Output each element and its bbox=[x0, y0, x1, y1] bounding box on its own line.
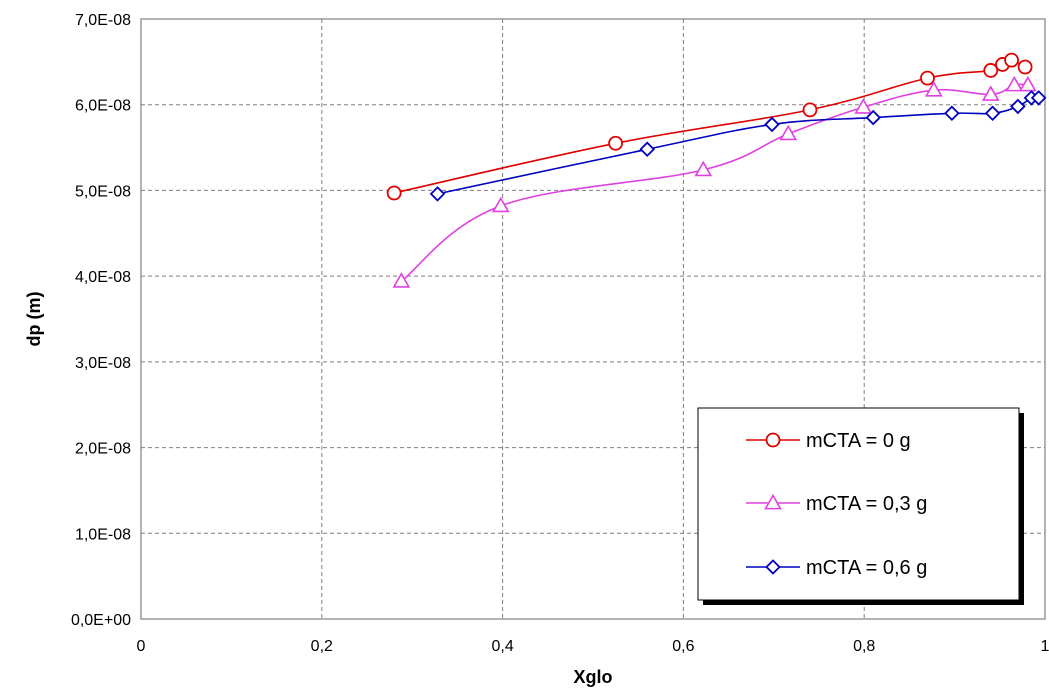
x-axis-tick-labels: 0 0,2 0,4 0,6 0,8 1 bbox=[137, 638, 1049, 655]
legend-item: mCTA = 0,3 g bbox=[746, 493, 927, 515]
data-point bbox=[779, 124, 798, 141]
data-point bbox=[854, 98, 873, 114]
data-point bbox=[608, 135, 623, 151]
data-point bbox=[1018, 75, 1037, 92]
data-point bbox=[429, 186, 446, 202]
data-point bbox=[386, 185, 402, 201]
y-tick-label: 5,0E-08 bbox=[75, 183, 131, 200]
y-tick-label: 3,0E-08 bbox=[75, 355, 131, 372]
y-tick-label: 7,0E-08 bbox=[75, 12, 131, 29]
y-tick-label: 6,0E-08 bbox=[75, 98, 131, 115]
y-axis-title: dp (m) bbox=[24, 292, 44, 347]
series-3 bbox=[429, 90, 1047, 202]
grid-lines bbox=[141, 19, 1045, 619]
y-tick-label: 1,0E-08 bbox=[75, 526, 131, 543]
series-2 bbox=[392, 75, 1037, 288]
y-tick-label: 4,0E-08 bbox=[75, 269, 131, 286]
x-tick-label: 1 bbox=[1041, 638, 1049, 655]
x-axis-title: Xglo bbox=[574, 667, 613, 687]
legend-marker bbox=[764, 493, 782, 510]
series-line bbox=[400, 83, 1028, 282]
y-tick-label: 0,0E+00 bbox=[71, 612, 131, 629]
data-point bbox=[984, 105, 1001, 122]
data-point bbox=[764, 116, 780, 133]
data-point bbox=[1010, 98, 1026, 115]
data-point bbox=[944, 105, 960, 122]
data-point bbox=[981, 85, 1000, 101]
data-point bbox=[1017, 59, 1033, 75]
data-point bbox=[1004, 52, 1019, 68]
legend-marker bbox=[765, 559, 781, 575]
data-point bbox=[1030, 90, 1047, 106]
data-point bbox=[802, 102, 818, 118]
x-tick-label: 0 bbox=[137, 638, 146, 655]
data-point bbox=[924, 81, 943, 97]
x-tick-label: 0,6 bbox=[672, 638, 694, 655]
data-point bbox=[983, 63, 999, 78]
legend-marker bbox=[765, 432, 781, 448]
plot-area-frame bbox=[140, 18, 1046, 620]
data-point bbox=[392, 272, 411, 288]
y-tick-label: 2,0E-08 bbox=[75, 441, 131, 458]
legend: mCTA = 0 g mCTA = 0,3 g mCTA = 0,6 g bbox=[697, 407, 1024, 605]
legend-item: mCTA = 0 g bbox=[746, 430, 911, 452]
legend-item: mCTA = 0,6 g bbox=[746, 557, 927, 579]
data-point bbox=[491, 196, 510, 213]
data-point bbox=[920, 70, 935, 86]
legend-label: mCTA = 0,3 g bbox=[806, 493, 927, 515]
series-1 bbox=[386, 52, 1033, 201]
series-layer bbox=[386, 52, 1047, 288]
data-point bbox=[865, 109, 882, 126]
y-axis-tick-labels: 0,0E+00 1,0E-08 2,0E-08 3,0E-08 4,0E-08 5,0E-… bbox=[71, 12, 131, 629]
x-tick-label: 0,8 bbox=[853, 638, 875, 655]
x-tick-label: 0,2 bbox=[311, 638, 333, 655]
x-tick-label: 0,4 bbox=[491, 638, 513, 655]
data-point bbox=[1005, 75, 1024, 92]
legend-label: mCTA = 0 g bbox=[806, 430, 911, 452]
data-point bbox=[639, 141, 656, 158]
data-point bbox=[694, 160, 713, 177]
legend-label: mCTA = 0,6 g bbox=[806, 557, 927, 579]
